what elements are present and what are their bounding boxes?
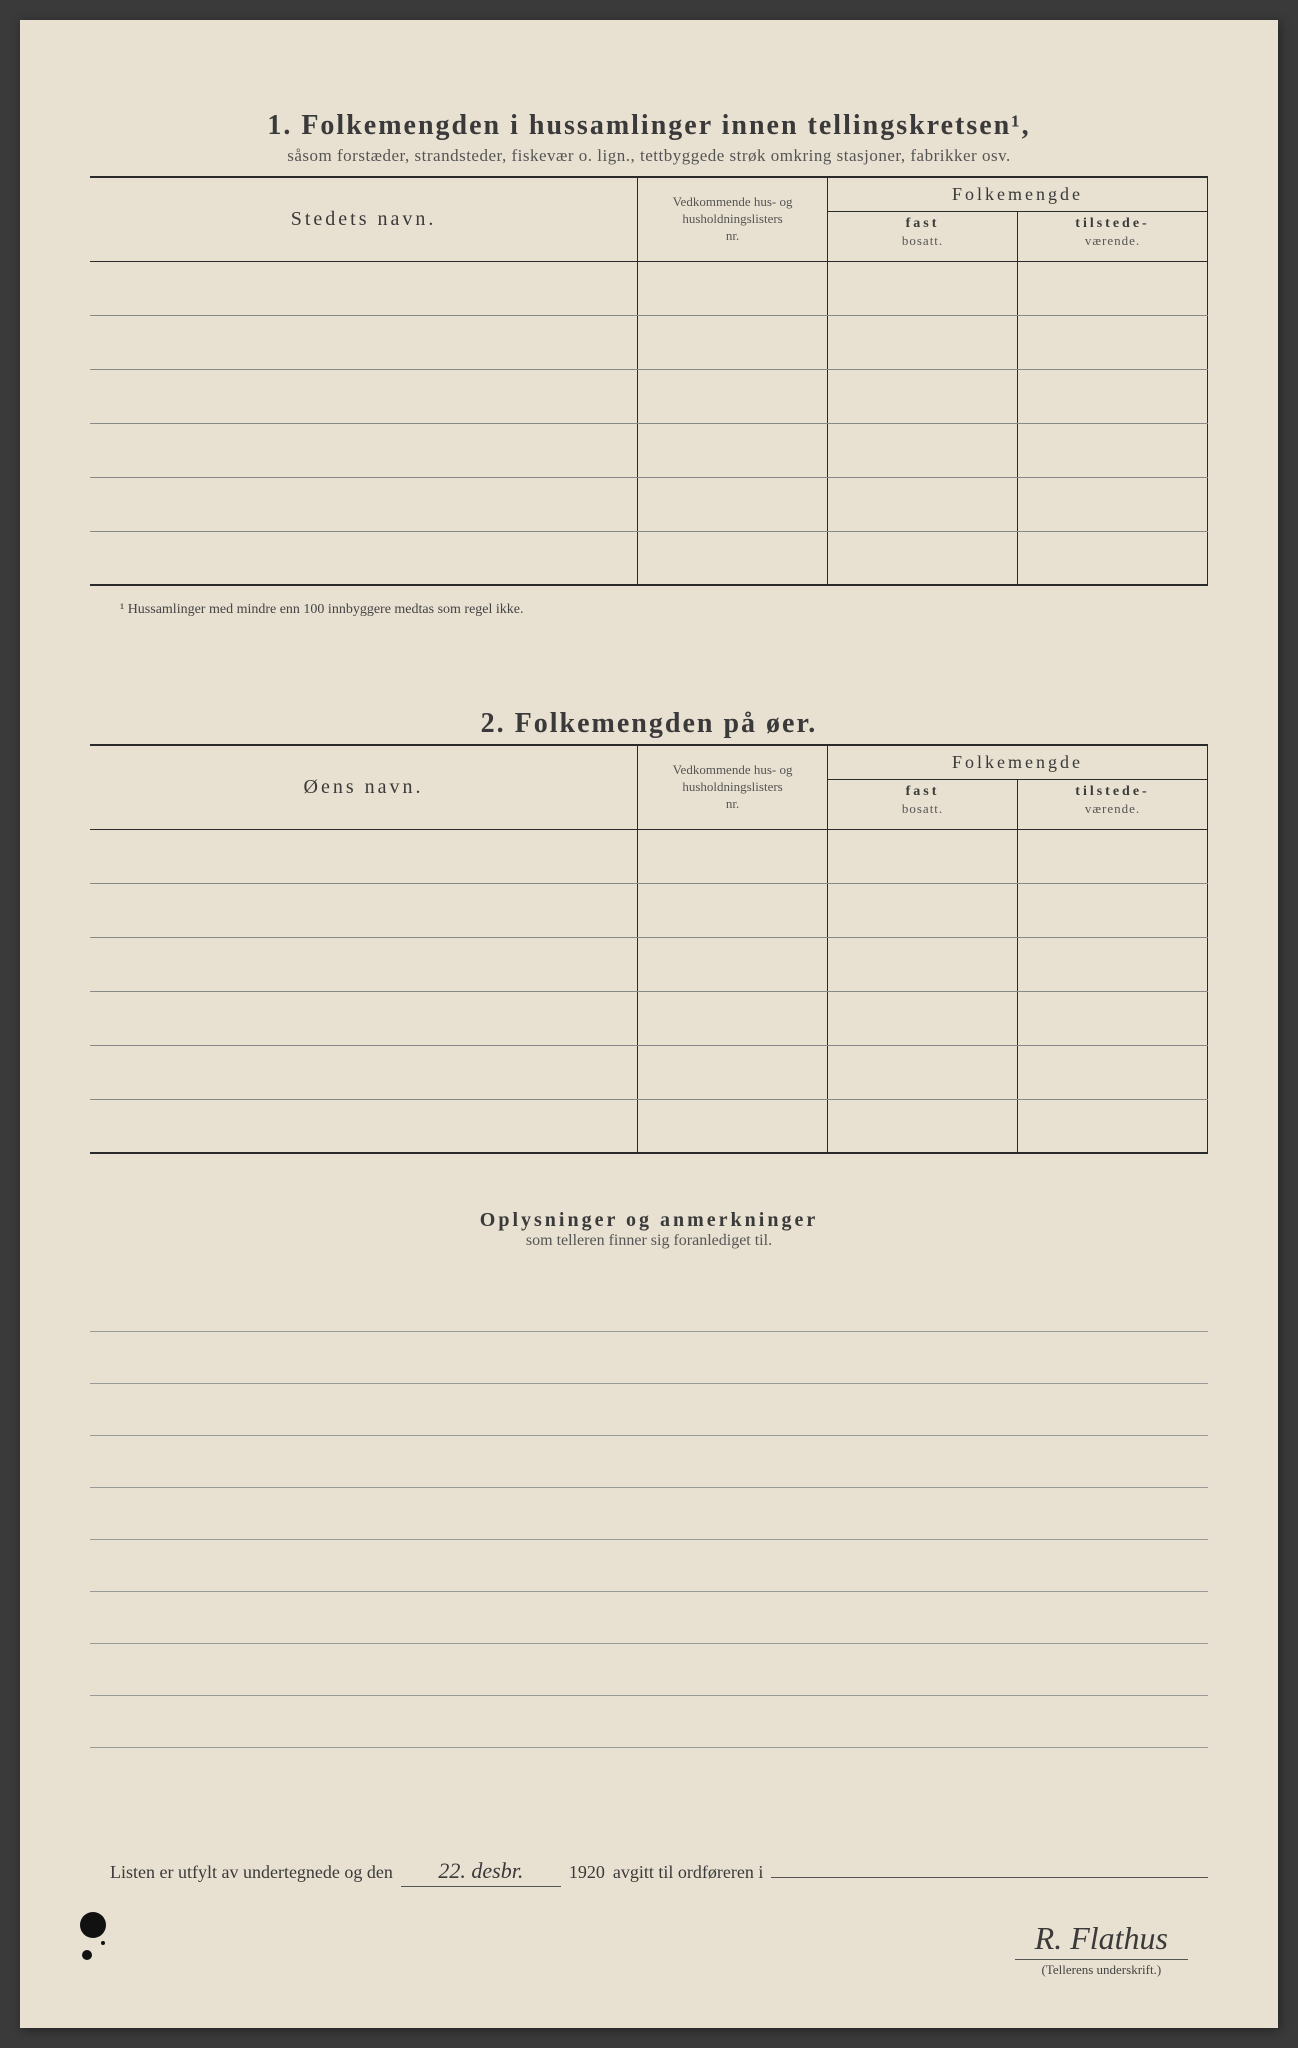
signature-label: (Tellerens underskrift.): [1015, 1962, 1188, 1978]
col-stedets-navn: Stedets navn.: [90, 177, 638, 261]
section2-title-text: Folkemengden på øer.: [515, 708, 818, 739]
table-row: [90, 531, 1208, 585]
table-row: [90, 829, 1208, 883]
section1-subtitle: såsom forstæder, strandsteder, fiskevær …: [90, 146, 1208, 166]
col-tilstede: tilstede- værende.: [1018, 212, 1208, 262]
ruled-line: [90, 1280, 1208, 1332]
section2-table: Øens navn. Vedkommende hus- og husholdni…: [90, 744, 1208, 1154]
section1-title: 1. Folkemengden i hussamlinger innen tel…: [90, 110, 1208, 142]
ruled-line: [90, 1488, 1208, 1540]
table-row: [90, 369, 1208, 423]
table-row: [90, 883, 1208, 937]
table-row: [90, 261, 1208, 315]
ruled-line: [90, 1332, 1208, 1384]
signature-block: R. Flathus (Tellerens underskrift.): [1015, 1920, 1188, 1978]
section1-title-text: Folkemengden i hussamlinger innen tellin…: [301, 110, 1030, 141]
col-tilstede-2: tilstede- værende.: [1018, 780, 1208, 830]
ink-blot-icon: [80, 1912, 106, 1938]
section1-table: Stedets navn. Vedkommende hus- og hushol…: [90, 176, 1208, 586]
col-oens-navn: Øens navn.: [90, 745, 638, 829]
signoff-line: Listen er utfylt av undertegnede og den …: [90, 1858, 1208, 1887]
section2-number: 2.: [481, 708, 506, 739]
ruled-line: [90, 1644, 1208, 1696]
ruled-line: [90, 1436, 1208, 1488]
table-row: [90, 1045, 1208, 1099]
section1-number: 1.: [267, 110, 292, 141]
table-row: [90, 991, 1208, 1045]
signature: R. Flathus: [1015, 1920, 1188, 1960]
col-fast-bosatt-2: fast bosatt.: [828, 780, 1018, 830]
table-row: [90, 1099, 1208, 1153]
signoff-year: 1920: [569, 1862, 605, 1883]
table-row: [90, 937, 1208, 991]
col-list-nr: Vedkommende hus- og husholdningslisters …: [638, 177, 828, 261]
signoff-date: 22. desbr.: [401, 1858, 561, 1887]
ruled-line: [90, 1384, 1208, 1436]
section2-title: 2. Folkemengden på øer.: [90, 708, 1208, 740]
ruled-line: [90, 1592, 1208, 1644]
table-row: [90, 477, 1208, 531]
col-folkemengde-2: Folkemengde: [828, 745, 1208, 780]
col-fast-bosatt: fast bosatt.: [828, 212, 1018, 262]
col-list-nr-2: Vedkommende hus- og husholdningslisters …: [638, 745, 828, 829]
col-folkemengde: Folkemengde: [828, 177, 1208, 212]
remarks-title: Oplysninger og anmerkninger: [90, 1209, 1208, 1232]
remarks-subtitle: som telleren finner sig foranlediget til…: [90, 1232, 1208, 1250]
signoff-suffix: avgitt til ordføreren i: [613, 1862, 763, 1883]
remarks-lines: [90, 1280, 1208, 1748]
signoff-blank: [771, 1858, 1208, 1878]
table-row: [90, 423, 1208, 477]
table-row: [90, 315, 1208, 369]
ruled-line: [90, 1696, 1208, 1748]
document-page: 1. Folkemengden i hussamlinger innen tel…: [20, 20, 1278, 2028]
signoff-prefix: Listen er utfylt av undertegnede og den: [110, 1862, 393, 1883]
section1-footnote: ¹ Hussamlinger med mindre enn 100 innbyg…: [120, 602, 1208, 618]
ruled-line: [90, 1540, 1208, 1592]
